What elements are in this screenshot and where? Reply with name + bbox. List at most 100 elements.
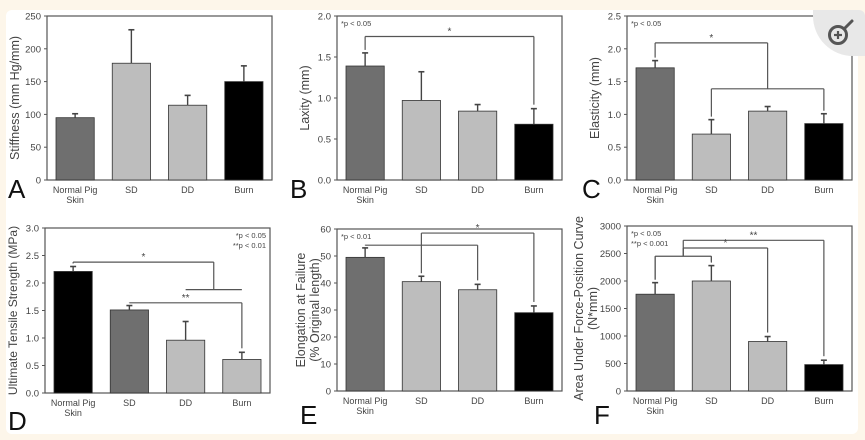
y-tick-label: 50 <box>320 252 331 263</box>
y-tick-label: 0.0 <box>318 176 331 187</box>
x-tick-label: Normal Pig <box>53 185 98 195</box>
panel-letter: F <box>594 400 610 430</box>
bar-normal-pig-skin <box>345 256 385 392</box>
y-tick-label: 0.5 <box>608 143 621 154</box>
y-tick-label: 250 <box>25 12 41 23</box>
y-tick-label: 2500 <box>600 249 621 260</box>
bar-burn <box>804 123 844 181</box>
x-tick-label: DD <box>181 185 194 195</box>
y-tick-label: 150 <box>25 77 41 88</box>
plot-frame <box>46 15 273 181</box>
y-tick-label: 20 <box>320 333 331 344</box>
panel-f: 0 500 1000 1500 2000 2500 3000 Area Under Force… <box>572 216 853 430</box>
y-tick-label: 1.0 <box>318 94 331 105</box>
bar-burn <box>222 359 262 394</box>
x-tick-label: DD <box>761 396 774 406</box>
significance-label: * <box>723 238 727 249</box>
y-tick-label: 2000 <box>600 277 621 288</box>
bar-burn <box>514 312 554 392</box>
y-tick-label: 0.0 <box>608 176 621 187</box>
bar-normal-pig-skin <box>635 293 675 392</box>
x-tick-label: Normal Pig <box>51 398 96 408</box>
y-tick-label: 30 <box>320 306 331 317</box>
y-tick-label: 1.5 <box>26 306 39 317</box>
x-tick-label: Skin <box>646 195 664 205</box>
x-tick-label: Burn <box>234 185 253 195</box>
significance-label: ** <box>750 230 758 241</box>
significance-label: ** <box>182 293 190 304</box>
y-tick-label: 2.0 <box>318 12 331 23</box>
significance-label: * <box>448 27 452 38</box>
y-tick-label: 500 <box>605 359 621 370</box>
panel-letter: E <box>300 400 317 430</box>
x-tick-label: SD <box>125 185 138 195</box>
x-tick-label: Normal Pig <box>633 396 678 406</box>
y-tick-label: 0.5 <box>26 361 39 372</box>
x-tick-label: Skin <box>646 406 664 416</box>
plot-frame <box>626 15 853 181</box>
x-tick-label: SD <box>705 185 718 195</box>
y-axis-label: Ultimate Tensile Strength (MPa) <box>6 226 20 395</box>
y-tick-label: 0 <box>36 176 41 187</box>
y-tick-label: 1.5 <box>318 53 331 64</box>
y-tick-label: 1.0 <box>608 110 621 121</box>
y-tick-label: 2.5 <box>26 251 39 262</box>
y-tick-label: 1500 <box>600 304 621 315</box>
panel-d: 0.0 0.5 1.0 1.5 2.0 2.5 3.0 Ultimate Tensile St… <box>6 224 271 436</box>
y-axis-label: Laxity (mm) <box>298 65 312 130</box>
x-tick-label: Normal Pig <box>343 396 388 406</box>
y-axis-label: Stiffness (mm Hg/mm) <box>8 36 22 160</box>
x-tick-label: Burn <box>524 396 543 406</box>
y-tick-label: 1000 <box>600 332 621 343</box>
y-axis-label: Elasticity (mm) <box>588 57 602 139</box>
x-tick-label: SD <box>123 398 136 408</box>
y-tick-label: 3000 <box>600 222 621 233</box>
bar-normal-pig-skin <box>635 67 675 181</box>
significance-legend: *p < 0.01 <box>341 232 371 241</box>
panel-letter: A <box>8 174 26 204</box>
y-tick-label: 200 <box>25 44 41 55</box>
significance-legend: *p < 0.05 <box>236 231 266 240</box>
bar-dd <box>168 104 208 181</box>
bar-sd <box>691 133 731 181</box>
y-tick-label: 50 <box>30 143 41 154</box>
bar-dd <box>748 110 788 181</box>
bar-burn <box>514 123 554 181</box>
y-tick-label: 60 <box>320 225 331 236</box>
x-tick-label: Burn <box>524 185 543 195</box>
y-tick-label: 10 <box>320 360 331 371</box>
x-tick-label: SD <box>705 396 718 406</box>
x-tick-label: Burn <box>814 396 833 406</box>
bar-normal-pig-skin <box>55 117 95 181</box>
y-tick-label: 0.5 <box>318 135 331 146</box>
panel-e: 0 10 20 30 40 50 60 Elongation at Failure (% Ori… <box>294 223 563 430</box>
bar-sd <box>109 309 149 394</box>
x-tick-label: Normal Pig <box>633 185 678 195</box>
y-tick-label: 2.5 <box>608 12 621 23</box>
bar-burn <box>224 81 264 181</box>
y-tick-label: 1.0 <box>26 334 39 345</box>
bar-dd <box>458 289 498 392</box>
bar-sd <box>111 62 151 181</box>
significance-legend: **p < 0.01 <box>233 241 266 250</box>
x-tick-label: Skin <box>66 195 84 205</box>
significance-label: * <box>141 252 145 263</box>
y-tick-label: 100 <box>25 110 41 121</box>
x-tick-label: DD <box>179 398 192 408</box>
bar-normal-pig-skin <box>345 65 385 181</box>
y-tick-label: 0 <box>326 387 331 398</box>
significance-legend: **p < 0.001 <box>631 239 668 248</box>
panel-b: 0.0 0.5 1.0 1.5 2.0 Laxity (mm) Normal PigSkin… <box>290 12 563 205</box>
bar-normal-pig-skin <box>53 271 93 394</box>
y-axis-label: Elongation at Failure <box>294 253 308 368</box>
y-axis-label: (N*mm) <box>586 287 600 330</box>
x-tick-label: DD <box>761 185 774 195</box>
x-tick-label: Skin <box>356 195 374 205</box>
x-tick-label: Skin <box>356 406 374 416</box>
x-tick-label: Burn <box>814 185 833 195</box>
significance-legend: *p < 0.05 <box>341 19 371 28</box>
y-tick-label: 40 <box>320 279 331 290</box>
x-tick-label: SD <box>415 185 428 195</box>
significance-label: * <box>476 223 480 234</box>
